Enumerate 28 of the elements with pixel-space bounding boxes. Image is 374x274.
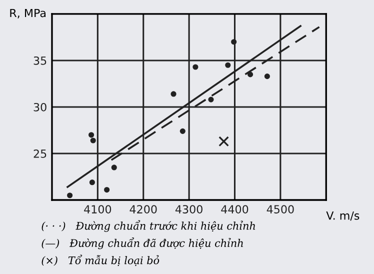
- x-tick-label: 4400: [221, 205, 248, 214]
- point: [170, 91, 176, 97]
- text: (· · ·) Đường chuẩn trước khi hiệu chỉnh: [42, 220, 255, 232]
- point: [247, 72, 254, 78]
- point: [208, 96, 214, 102]
- point: [90, 138, 96, 144]
- point: [111, 164, 117, 170]
- y-tick-label: 35: [34, 56, 46, 65]
- x-tick-label: 4500: [266, 205, 294, 214]
- point: [88, 132, 94, 138]
- point: [225, 62, 231, 68]
- x-axis-title: V. m/s: [326, 212, 360, 221]
- y-tick-label: 30: [34, 102, 46, 112]
- text: (—) Đường chuẩn đã được hiệu chỉnh: [42, 237, 243, 250]
- point: [89, 180, 95, 186]
- y-axis-title: R, MPa: [10, 8, 46, 18]
- x-tick-label: 4200: [130, 205, 157, 214]
- x-tick-label: 4100: [84, 205, 112, 214]
- point: [192, 64, 198, 70]
- point: [180, 128, 186, 134]
- point: [67, 192, 73, 198]
- text: (×) Tổ mẫu bị loại bỏ: [42, 254, 160, 266]
- point: [231, 39, 237, 45]
- y-tick-label: 25: [34, 149, 46, 158]
- point: [264, 74, 270, 80]
- point: [218, 136, 230, 147]
- point: [104, 186, 110, 193]
- x-tick-label: 4300: [175, 205, 202, 214]
